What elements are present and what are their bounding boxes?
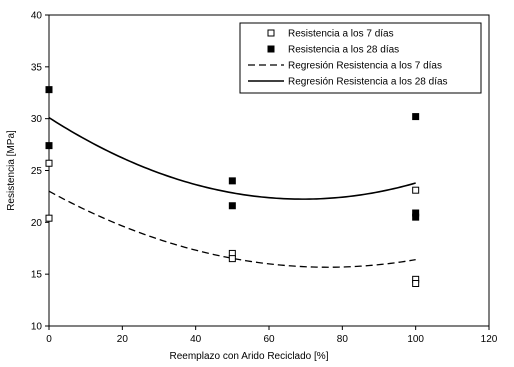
point-28-dias [228, 202, 236, 210]
regression-line-3 [48, 116, 416, 200]
point-7-dias [45, 159, 53, 167]
x-axis-label: Reemplazo con Arido Reciclado [%] [170, 351, 329, 362]
x-tick-label: 20 [117, 334, 129, 345]
y-tick-label: 15 [31, 270, 43, 281]
point-7-dias [45, 214, 53, 222]
point-28-dias [412, 113, 420, 121]
regression-line-2 [48, 190, 416, 268]
y-tick-label: 35 [31, 62, 43, 73]
y-tick-label: 25 [31, 166, 43, 177]
point-7-dias [412, 279, 420, 287]
x-tick-label: 100 [407, 334, 424, 345]
legend-label-3: Regresión Resistencia a los 28 días [288, 77, 448, 88]
legend-label-1: Resistencia a los 28 días [288, 45, 399, 56]
legend-marker-1 [267, 45, 275, 53]
x-tick-label: 60 [263, 334, 275, 345]
y-tick-label: 20 [31, 218, 43, 229]
x-tick-label: 0 [46, 334, 52, 345]
y-tick-label: 10 [31, 322, 43, 333]
point-28-dias [228, 177, 236, 185]
regression-curves [48, 116, 416, 268]
point-7-dias [228, 255, 236, 263]
point-28-dias [45, 142, 53, 150]
point-7-dias [412, 186, 420, 194]
y-tick-label: 30 [31, 114, 43, 125]
point-28-dias [45, 86, 53, 94]
legend-marker-0 [267, 29, 275, 37]
y-tick-label: 40 [31, 11, 43, 22]
x-tick-label: 40 [190, 334, 202, 345]
y-axis-label: Resistencia [MPa] [6, 130, 17, 211]
y-ticks: 10 15 20 25 30 35 40 [31, 11, 49, 333]
x-ticks: 0 20 40 60 80 100 120 [46, 326, 498, 345]
legend-label-0: Resistencia a los 7 días [288, 29, 394, 40]
legend-label-2: Regresión Resistencia a los 7 días [288, 61, 442, 72]
x-tick-label: 80 [337, 334, 349, 345]
x-tick-label: 120 [481, 334, 498, 345]
data-points [45, 86, 420, 287]
point-28-dias [412, 213, 420, 221]
legend: Resistencia a los 7 días Resistencia a lo… [239, 22, 482, 94]
